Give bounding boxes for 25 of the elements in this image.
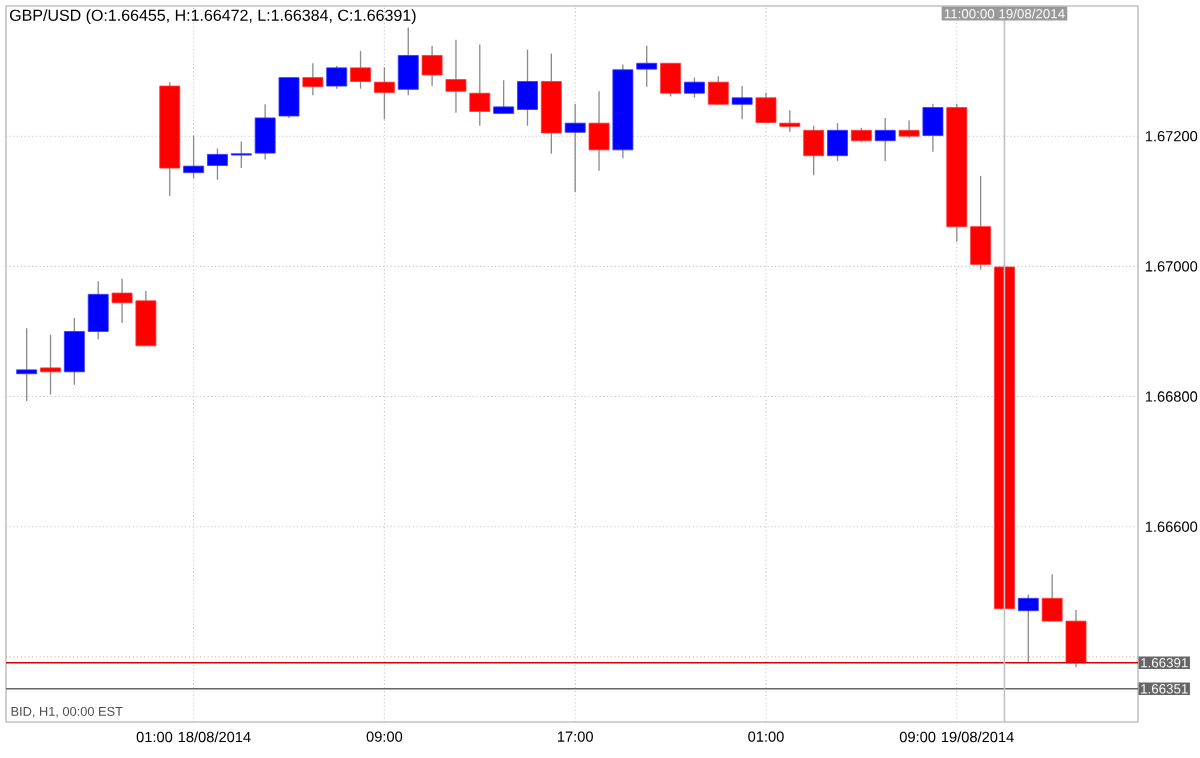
candlestick	[421, 45, 443, 87]
candlestick	[16, 327, 38, 402]
candlestick	[1017, 593, 1039, 664]
candlestick	[373, 66, 395, 120]
candlestick	[302, 62, 324, 96]
candlestick	[684, 76, 705, 99]
candlestick	[755, 91, 777, 124]
candlestick	[803, 125, 825, 176]
candlestick	[278, 76, 300, 119]
candlestick	[397, 26, 419, 96]
candlestick	[660, 62, 681, 98]
candlestick	[588, 90, 610, 172]
candlestick	[731, 85, 753, 120]
chart-title: GBP/USD (O:1.66455, H:1.66472, L:1.66384, C:1.66391)	[10, 9, 416, 25]
candlestick	[707, 75, 729, 105]
candlestick	[827, 122, 848, 162]
candlestick	[564, 102, 586, 193]
candlestick	[40, 334, 61, 396]
candlestick	[326, 65, 348, 90]
candlestick	[469, 43, 491, 127]
candlestick	[874, 117, 896, 162]
candlestick	[779, 109, 801, 133]
candlestick	[922, 102, 944, 153]
candlestick	[350, 50, 371, 90]
candlestick	[445, 39, 467, 114]
